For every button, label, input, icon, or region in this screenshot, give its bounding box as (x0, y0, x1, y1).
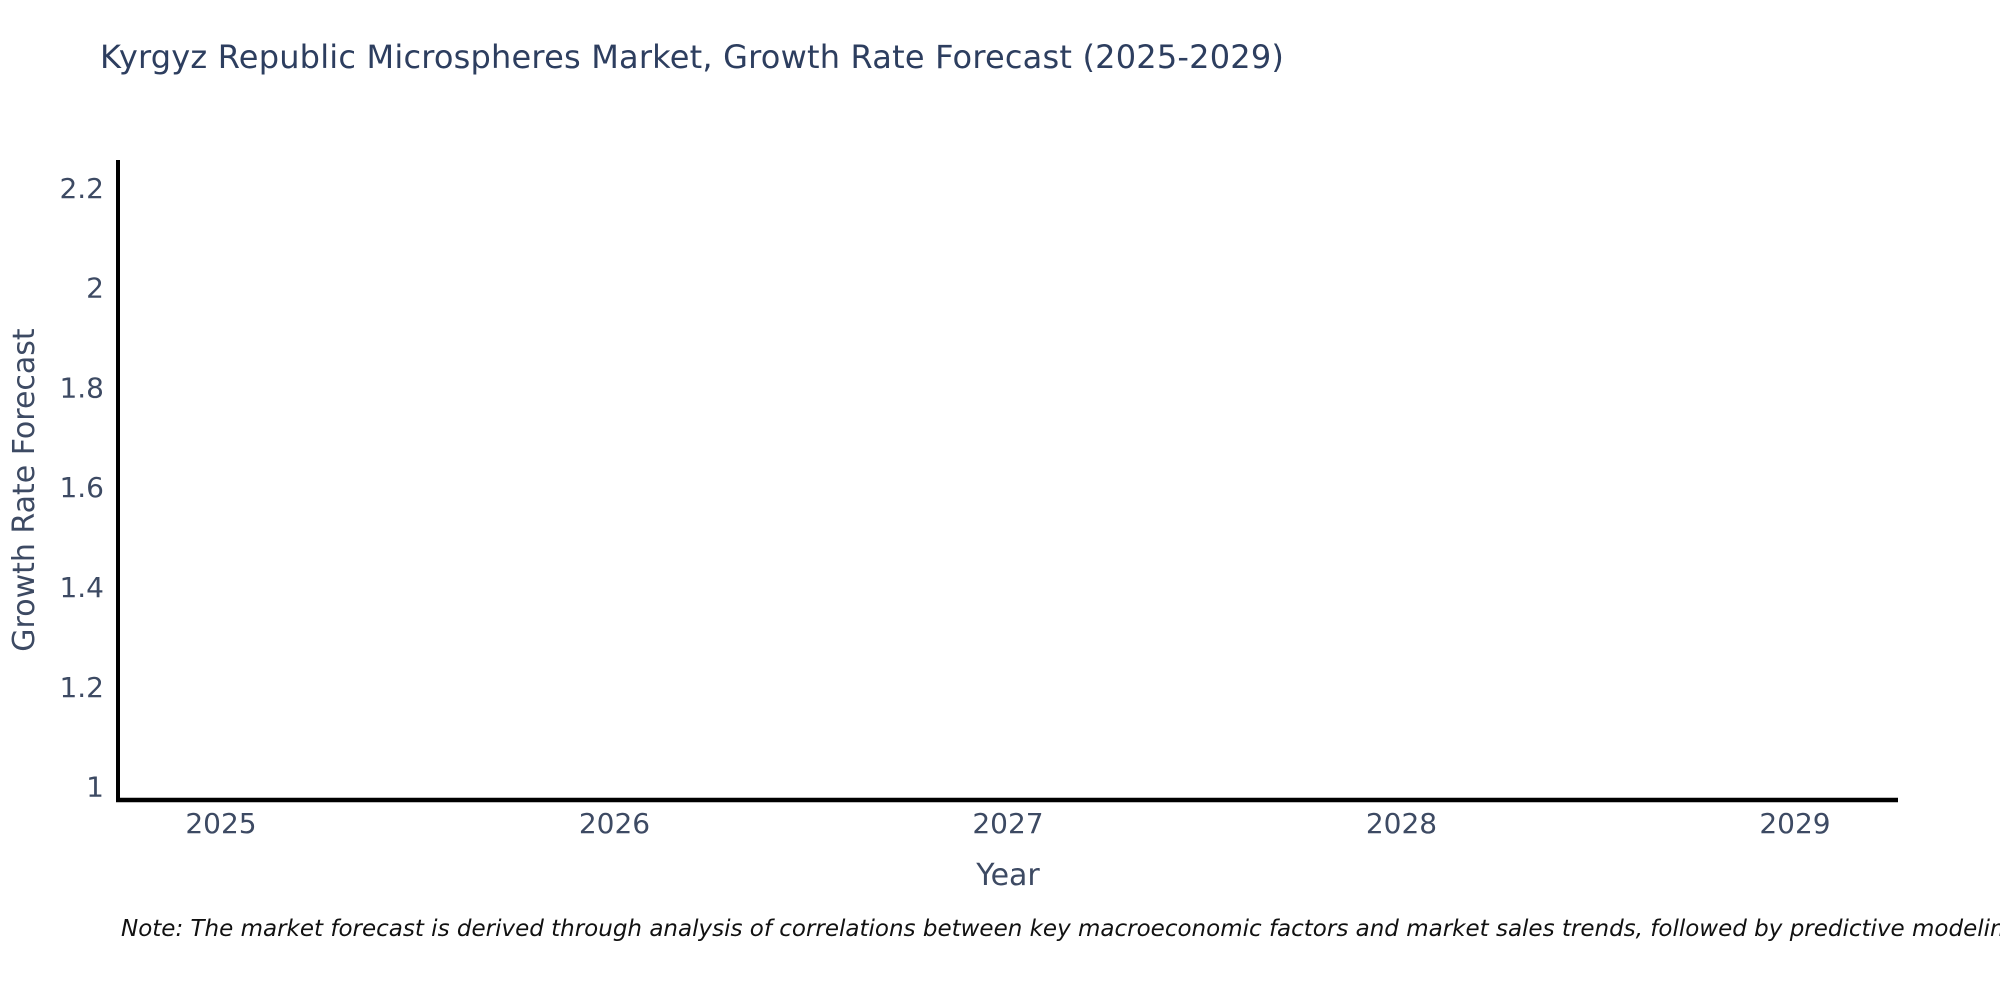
x-tick-label: 2028 (1366, 807, 1437, 840)
y-tick-label: 1.6 (59, 471, 104, 504)
x-tick-label: 2025 (185, 807, 256, 840)
chart-note: Note: The market forecast is derived thr… (121, 916, 2000, 942)
y-tick-label: 1.2 (59, 671, 104, 704)
x-axis-title: Year (975, 858, 1040, 893)
y-tick-label: 2.2 (59, 172, 104, 205)
x-tick-label: 2026 (579, 807, 650, 840)
y-tick-label: 1.4 (59, 571, 104, 604)
x-tick-label: 2027 (972, 807, 1043, 840)
chart-title: Kyrgyz Republic Microspheres Market, Gro… (100, 38, 1285, 76)
x-tick-label: 2029 (1759, 807, 1830, 840)
y-tick-label: 2 (86, 272, 104, 305)
y-axis-title: Growth Rate Forecast (7, 328, 42, 652)
y-tick-label: 1 (86, 771, 104, 804)
y-tick-label: 1.8 (59, 371, 104, 404)
